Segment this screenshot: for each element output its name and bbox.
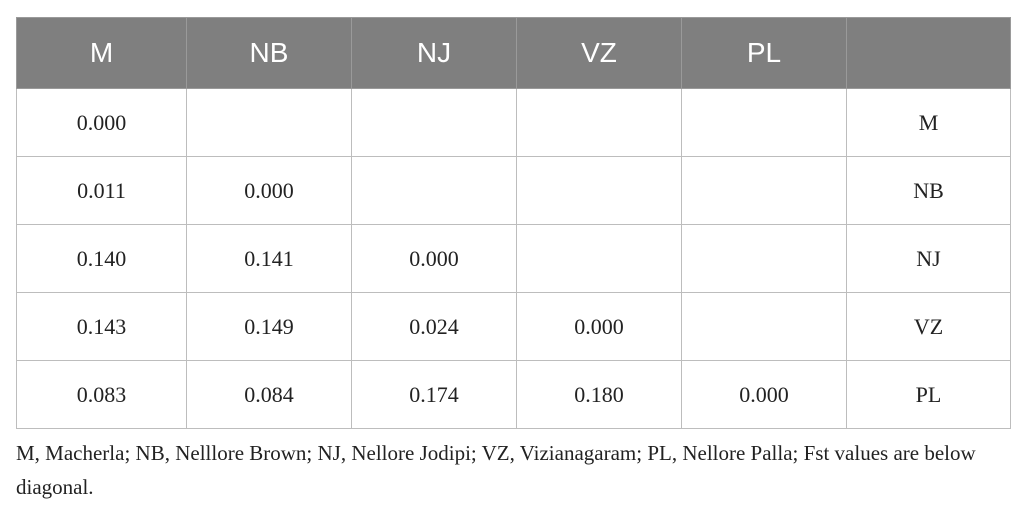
table-row: 0.143 0.149 0.024 0.000 VZ [16,292,1011,361]
table-cell [516,88,682,157]
table-body: 0.000 M 0.011 0.000 NB 0.140 0.141 0.000 NJ 0.143… [16,88,1011,429]
table-cell [186,88,352,157]
table-cell: 0.084 [186,360,352,429]
table-cell: 0.000 [351,224,517,293]
table-cell: 0.000 [16,88,187,157]
table-cell: 0.083 [16,360,187,429]
table-cell: NB [846,156,1011,225]
table-cell: 0.141 [186,224,352,293]
table-cell [681,156,847,225]
table-cell: 0.000 [516,292,682,361]
table-cell [351,156,517,225]
table-cell: NJ [846,224,1011,293]
table-cell: 0.149 [186,292,352,361]
fst-table: M NB NJ VZ PL 0.000 M 0.011 0.000 NB 0.140 0.141 0.… [16,17,1011,429]
table-cell: M [846,88,1011,157]
table-cell: 0.140 [16,224,187,293]
table-cell: 0.024 [351,292,517,361]
header-row: M NB NJ VZ PL [16,17,1011,89]
table-cell: 0.000 [186,156,352,225]
table-cell [351,88,517,157]
table-cell: 0.143 [16,292,187,361]
footnote: M, Macherla; NB, Nelllore Brown; NJ, Nel… [16,441,976,499]
table-cell: 0.011 [16,156,187,225]
table-row: 0.140 0.141 0.000 NJ [16,224,1011,293]
table-cell: 0.000 [681,360,847,429]
table-row: 0.011 0.000 NB [16,156,1011,225]
table-cell: VZ [846,292,1011,361]
header-cell: VZ [516,17,682,89]
header-cell: NJ [351,17,517,89]
table-row: 0.083 0.084 0.174 0.180 0.000 PL [16,360,1011,429]
table-cell [516,224,682,293]
table-cell [681,88,847,157]
table-cell [516,156,682,225]
header-cell: M [16,17,187,89]
table-cell: PL [846,360,1011,429]
table-cell [681,292,847,361]
header-cell: PL [681,17,847,89]
table-cell: 0.180 [516,360,682,429]
table-row: 0.000 M [16,88,1011,157]
table-cell [681,224,847,293]
table-cell: 0.174 [351,360,517,429]
header-cell [846,17,1011,89]
header-cell: NB [186,17,352,89]
